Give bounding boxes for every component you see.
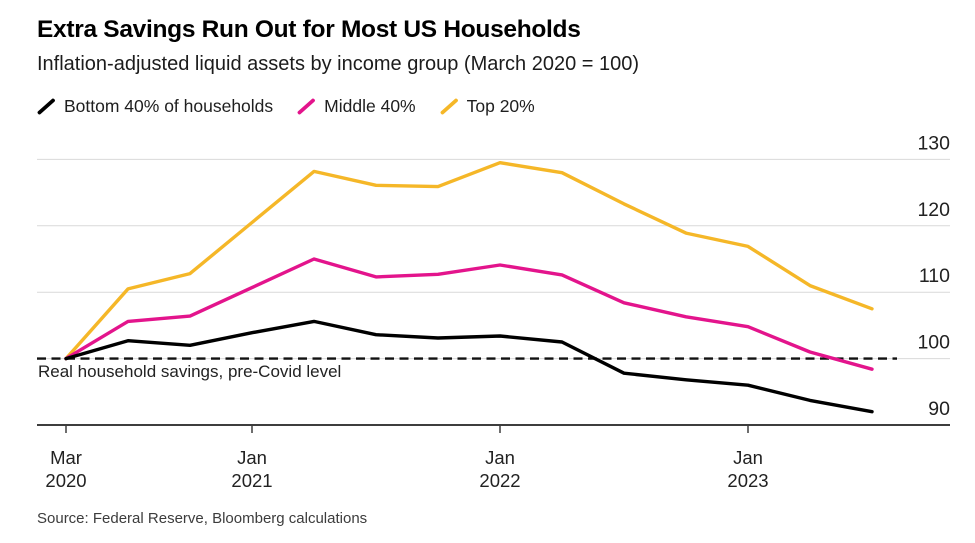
- x-axis-label-year: 2022: [479, 470, 520, 491]
- x-axis-label-month: Mar: [50, 447, 82, 468]
- legend-item-middle-40: Middle 40%: [297, 96, 416, 117]
- legend-label-bottom-40: Bottom 40% of households: [64, 96, 274, 116]
- x-axis-label-month: Jan: [237, 447, 267, 468]
- series-line-bottom-40-of-households: [64, 319, 874, 414]
- legend-label-middle-40: Middle 40%: [324, 96, 416, 116]
- x-axis-label-month: Jan: [733, 447, 763, 468]
- legend-item-bottom-40: Bottom 40% of households: [37, 96, 273, 117]
- reference-line-label: Real household savings, pre-Covid level: [38, 362, 342, 381]
- x-axis-label-month: Jan: [485, 447, 515, 468]
- y-axis-label: 100: [917, 332, 950, 354]
- source-line: Source: Federal Reserve, Bloomberg calcu…: [37, 510, 368, 527]
- y-axis-label: 90: [928, 398, 950, 420]
- chart-legend: Bottom 40% of households Middle 40% Top …: [37, 96, 535, 117]
- y-axis-label: 130: [917, 132, 950, 154]
- line-swatch-icon: [297, 98, 316, 115]
- y-axis-label: 110: [919, 265, 950, 287]
- y-axis-label: 120: [917, 199, 950, 221]
- x-axis-label-year: 2020: [45, 470, 86, 491]
- series-line-middle-40-: [64, 257, 874, 371]
- chart-subtitle: Inflation-adjusted liquid assets by inco…: [37, 53, 640, 75]
- series-line-top-20-: [64, 160, 874, 361]
- line-swatch-icon: [37, 98, 55, 115]
- chart-header: Extra Savings Run Out for Most US Househ…: [37, 16, 639, 76]
- legend-label-top-20: Top 20%: [466, 96, 535, 116]
- x-axis-label-year: 2021: [231, 470, 272, 491]
- legend-item-top-20: Top 20%: [440, 96, 535, 117]
- page-title: Extra Savings Run Out for Most US Househ…: [37, 16, 581, 43]
- line-swatch-icon: [440, 98, 458, 115]
- x-axis-label-year: 2023: [727, 470, 768, 491]
